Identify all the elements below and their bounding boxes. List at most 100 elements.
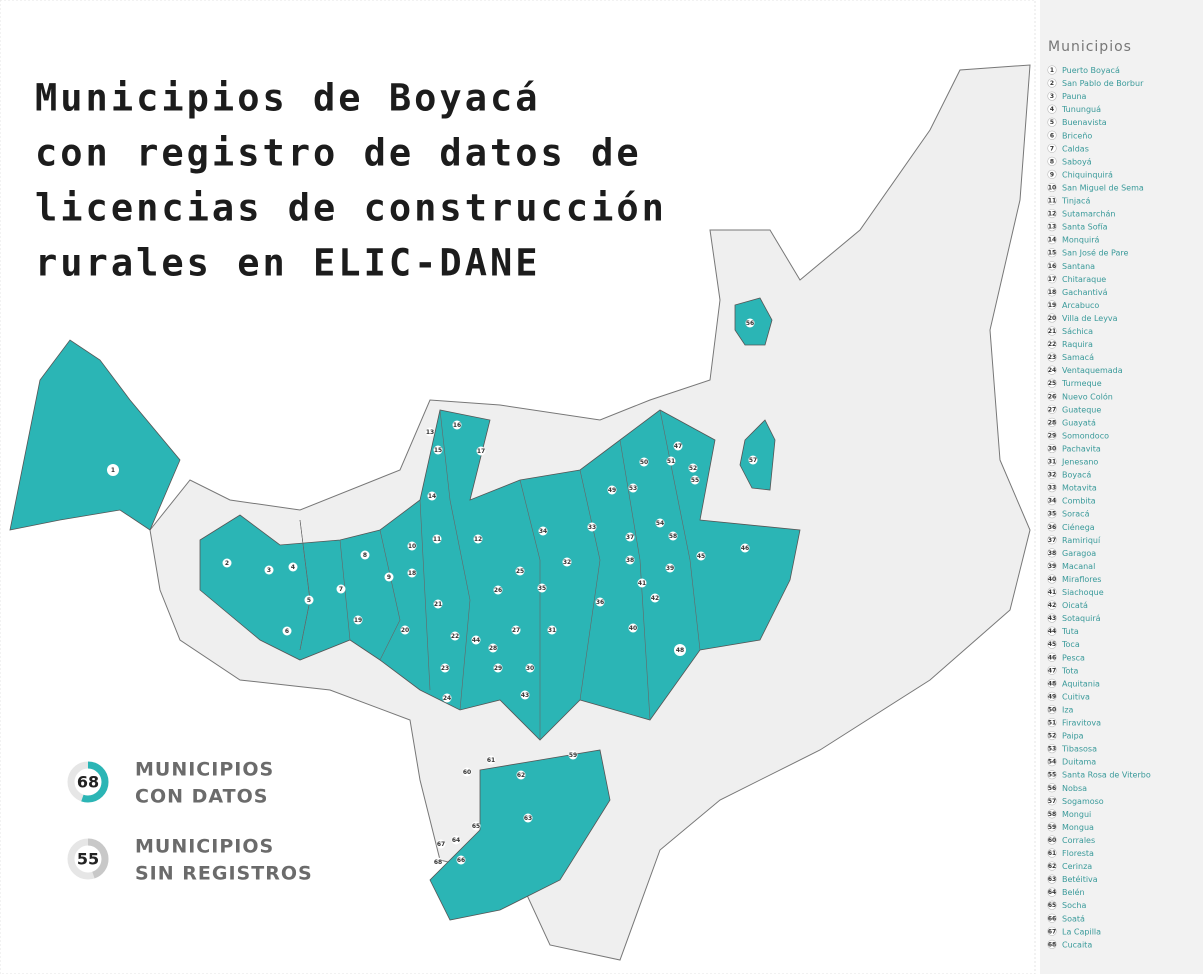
list-name: Cucaita (1062, 940, 1092, 949)
map-label: 37 (626, 534, 634, 541)
list-number-badge (1047, 770, 1057, 780)
list-number-badge (1047, 509, 1057, 519)
list-name: Pachavita (1062, 444, 1101, 453)
list-number: 16 (1048, 263, 1056, 270)
list-name: Buenavista (1062, 118, 1107, 127)
legend-label: SIN REGISTROS (135, 863, 313, 885)
list-number-badge (1047, 143, 1057, 153)
list-name: Arcabuco (1062, 301, 1099, 310)
map-label-badge (442, 693, 452, 703)
list-number: 10 (1048, 184, 1056, 191)
list-number: 2 (1050, 80, 1054, 87)
list-name: Firavitova (1062, 719, 1101, 728)
map-label: 2 (225, 560, 229, 567)
list-number: 66 (1048, 915, 1056, 922)
map-label: 48 (676, 647, 684, 654)
map-label: 4 (291, 564, 295, 571)
list-number-badge (1047, 874, 1057, 884)
list-name: Iza (1062, 705, 1074, 714)
map-label: 58 (669, 533, 677, 540)
list-number: 50 (1048, 706, 1056, 713)
map-label: 60 (463, 769, 471, 776)
map-label-badge (745, 318, 755, 328)
map-label-badge (595, 597, 605, 607)
map-label-badge (471, 635, 481, 645)
list-number-badge (1047, 757, 1057, 767)
map-label: 13 (426, 429, 434, 436)
list-number: 27 (1048, 406, 1056, 413)
list-number-badge (1047, 443, 1057, 454)
map-label: 9 (387, 574, 391, 581)
map-label-badge (456, 855, 466, 865)
list-name: Siachoque (1062, 588, 1104, 597)
map-label-badge (587, 522, 597, 532)
legend-label: CON DATOS (135, 786, 268, 808)
list-number-badge (1047, 91, 1057, 101)
list-name: Aquitania (1062, 679, 1100, 688)
map-label: 17 (477, 448, 485, 455)
list-number-badge (1047, 561, 1057, 571)
list-name: Toca (1061, 640, 1080, 649)
list-name: Pesca (1062, 653, 1085, 662)
map-label: 36 (596, 599, 604, 606)
map-label-badge (688, 463, 698, 473)
legend-label: MUNICIPIOS (135, 759, 274, 781)
title-line: licencias de construcción (35, 187, 667, 230)
list-name: Saboyá (1062, 157, 1092, 166)
list-name: Ciénega (1062, 522, 1095, 532)
list-number: 53 (1048, 746, 1056, 753)
list-number-badge (1047, 261, 1057, 271)
list-number-badge (1047, 783, 1057, 793)
list-number-badge (1047, 208, 1057, 219)
map-label-badge (625, 555, 635, 565)
map-label: 53 (629, 485, 637, 492)
map-label-badge (476, 446, 486, 456)
map-label: 42 (651, 595, 659, 602)
list-number-badge (1047, 665, 1057, 675)
list-number: 47 (1048, 667, 1056, 674)
map-label-badge (304, 595, 314, 605)
map-label-badge (450, 631, 460, 641)
map-label: 35 (538, 585, 546, 592)
list-number-badge (1047, 378, 1057, 388)
list-name: Tununguá (1061, 105, 1101, 114)
map-label: 14 (428, 493, 436, 500)
list-number: 64 (1048, 889, 1056, 896)
list-number-badge (1047, 130, 1057, 140)
map-label: 49 (608, 487, 616, 494)
list-number-badge (1047, 809, 1057, 819)
list-name: Nuevo Colón (1062, 391, 1113, 401)
list-number-badge (1047, 195, 1057, 206)
list-number: 24 (1048, 367, 1056, 374)
municipio-east (739, 419, 776, 491)
list-number: 51 (1048, 720, 1056, 727)
map-label: 7 (339, 586, 343, 593)
list-number: 32 (1048, 472, 1056, 479)
list-number: 68 (1048, 941, 1056, 948)
list-number-badge (1047, 430, 1057, 441)
list-number-badge (1047, 613, 1057, 623)
map-label: 39 (666, 565, 674, 572)
map-label: 45 (697, 553, 705, 560)
list-name: Miraflores (1062, 575, 1101, 584)
list-name: Mongua (1062, 823, 1094, 832)
list-number: 7 (1050, 145, 1054, 152)
title: Municipios de Boyacá con registro de dato… (35, 77, 667, 285)
list-name: Corrales (1062, 836, 1095, 845)
map-label-badge (222, 558, 232, 568)
list-name: Turmeque (1061, 379, 1102, 388)
map-label: 55 (691, 477, 699, 484)
list-number-badge (1047, 496, 1057, 506)
list-name: Chiquinquirá (1062, 170, 1113, 179)
title-line: con registro de datos de (35, 132, 642, 175)
map-label-badge (360, 550, 370, 560)
list-number-badge (1047, 848, 1057, 858)
list-number: 28 (1048, 419, 1056, 426)
list-number-badge (1047, 743, 1057, 754)
map-label-badge (264, 565, 274, 575)
list-name: La Capilla (1062, 927, 1101, 936)
map-label: 6 (285, 628, 289, 635)
map-label: 44 (472, 637, 480, 644)
list-number: 18 (1048, 289, 1056, 296)
list-name: Cuitiva (1062, 692, 1090, 701)
